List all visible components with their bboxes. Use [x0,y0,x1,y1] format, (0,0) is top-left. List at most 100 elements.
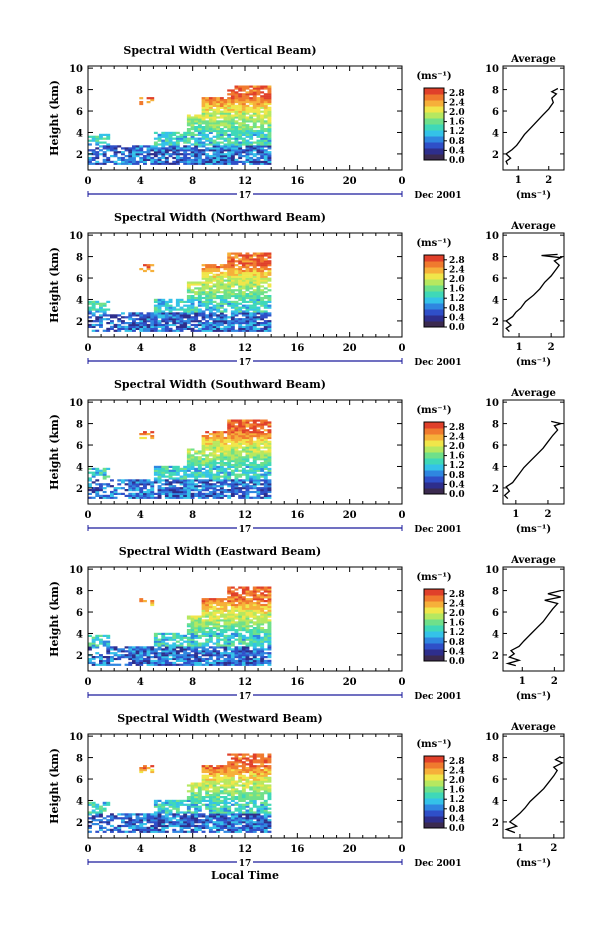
heatmap-cell [175,823,180,826]
heatmap-cell [186,327,191,330]
heatmap-cell [252,630,257,634]
heatmap-cell [241,322,246,325]
heatmap-cell [252,435,257,438]
heatmap-cell [201,784,206,787]
heatmap-cell [238,268,243,271]
heatmap-cell [128,663,133,666]
heatmap-cell [201,104,206,107]
heatmap-cell [227,494,232,497]
heatmap-cell [238,266,243,269]
heatmap-cell [263,621,268,624]
heatmap-cell [263,281,268,284]
heatmap-cell [205,139,210,142]
heatmap-cell [194,314,199,317]
heatmap-cell [146,327,151,330]
heatmap-cell [208,295,213,298]
heatmap-cell [245,487,250,490]
heatmap-cell [216,431,221,434]
heatmap-cell [128,147,133,150]
heatmap-cell [161,310,166,313]
heatmap-cell [205,819,210,822]
heatmap-cell [260,623,265,626]
heatmap-cell [205,126,210,129]
heatmap-cell [219,615,224,618]
heatmap-cell [132,149,136,152]
heatmap-cell [153,823,158,826]
heatmap-cell [194,659,199,662]
heatmap-cell [227,611,232,614]
heatmap-cell [190,128,195,131]
heatmap-cell [245,287,250,290]
heatmap-cell [208,765,213,768]
heatmap-cell [234,93,239,96]
heatmap-cell [161,160,166,163]
heatmap-cell [95,310,100,313]
heatmap-cell [201,114,206,117]
heatmap-cell [205,156,210,160]
heatmap-cell [219,458,224,461]
heatmap-cell [132,327,136,330]
heatmap-cell [223,266,228,269]
heatmap-cell [197,296,202,300]
heatmap-cell [168,298,173,301]
heatmap-cell [168,323,173,327]
heatmap-cell [113,654,118,657]
heatmap-cell [194,615,199,618]
heatmap-cell [230,114,235,117]
heatmap-cell [157,306,162,309]
heatmap-cell [179,325,184,328]
heatmap-cell [267,298,272,301]
y-tick-label: 2 [76,317,83,328]
heatmap-cell [234,638,239,641]
heatmap-cell [157,479,162,482]
heatmap-cell [201,632,206,635]
heatmap-cell [256,489,261,492]
heatmap-cell [113,490,118,494]
heatmap-cell [201,663,206,666]
heatmap-cell [168,481,173,484]
heatmap-cell [95,644,100,647]
heatmap-cell [183,141,188,144]
heatmap-cell [197,625,202,628]
colorbar-swatch [424,428,444,435]
heatmap-cell [143,600,147,603]
heatmap-cell [139,819,144,822]
heatmap-cell [216,492,221,495]
heatmap-cell [183,304,188,307]
heatmap-cell [252,632,257,635]
heatmap-cell [212,473,217,476]
heatmap-cell [249,485,254,488]
heatmap-cell [190,638,195,641]
heatmap-cell [179,487,184,490]
heatmap-cell [208,465,213,468]
heatmap-cell [227,269,232,273]
heatmap-cell [223,452,228,455]
heatmap-cell [238,149,243,152]
heatmap-cell [201,609,206,612]
heatmap-cell [164,492,169,495]
heatmap-cell [212,122,217,125]
heatmap-cell [260,118,265,121]
heatmap-cell [194,630,199,634]
heatmap-cell [201,158,206,161]
heatmap-cell [234,634,239,637]
heatmap-cell [157,803,162,806]
heatmap-cell [88,323,92,327]
heatmap-cell [110,819,114,822]
heatmap-cell [150,824,155,828]
heatmap-cell [241,592,246,595]
heatmap-cell [234,162,239,165]
heatmap-cell [99,306,103,309]
heatmap-cell [190,458,195,461]
heatmap-cell [205,792,210,795]
heatmap-cell [234,112,239,115]
heatmap-cell [212,634,217,637]
heatmap-cell [256,310,261,313]
heatmap-cell [216,450,221,453]
heatmap-cell [201,648,206,651]
heatmap-cell [249,594,254,597]
heatmap-cell [205,266,210,269]
heatmap-cell [238,436,243,440]
heatmap-cell [168,650,173,653]
heatmap-cell [238,650,243,653]
